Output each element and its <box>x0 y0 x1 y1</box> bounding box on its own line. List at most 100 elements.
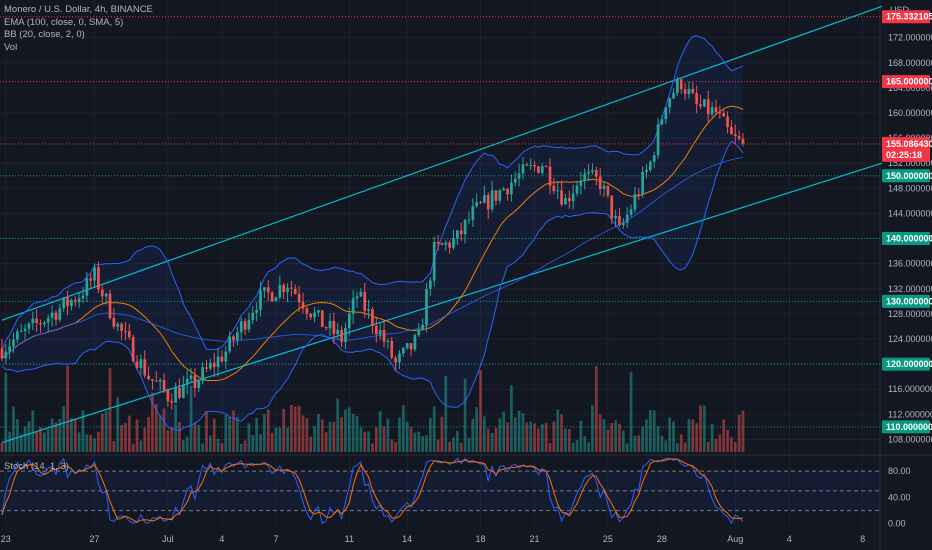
level-tag: 175.332105 <box>886 12 932 22</box>
candle-body <box>683 89 687 94</box>
volume-bar <box>324 432 328 452</box>
price-tick-label: 136.000000 <box>888 259 932 269</box>
volume-bar <box>108 368 112 452</box>
volume-bar <box>143 427 147 452</box>
volume-bar <box>73 418 77 452</box>
candle-body <box>205 367 208 369</box>
volume-bar <box>43 432 46 452</box>
level-tag: 130.000000 <box>886 296 932 306</box>
candle-body <box>641 171 644 195</box>
candle-body <box>347 313 351 329</box>
candle-body <box>664 107 668 120</box>
price-tick-label: 112.000000 <box>888 409 932 419</box>
volume-bar <box>212 418 216 452</box>
candle-body <box>16 331 19 340</box>
volume-bar <box>286 427 289 452</box>
level-tag-bg <box>882 10 930 24</box>
candle-body <box>209 362 212 369</box>
stoch-tick-label: 40.00 <box>888 492 911 502</box>
volume-bar <box>170 427 174 452</box>
volume-bar <box>483 416 486 452</box>
volume-bar <box>621 430 625 452</box>
volume-bar <box>162 408 166 452</box>
volume-bar <box>332 421 336 452</box>
candle-body <box>66 297 69 307</box>
candle-body <box>471 206 475 220</box>
candle-body <box>104 293 108 297</box>
candle-body <box>23 328 27 331</box>
candle-body <box>714 107 718 113</box>
candle-body <box>633 194 637 210</box>
volume-bar <box>39 427 42 452</box>
legend-vol[interactable]: Vol <box>4 41 18 53</box>
candle-body <box>706 99 710 115</box>
candle-body <box>401 348 405 354</box>
candle-body <box>8 346 11 352</box>
candle-body <box>43 322 46 325</box>
level-tag-bg <box>882 232 930 246</box>
volume-bar <box>594 366 598 452</box>
candle-body <box>77 298 81 303</box>
volume-bar <box>124 423 127 452</box>
candle-body <box>131 337 135 362</box>
volume-bar <box>668 417 671 452</box>
candle-body <box>297 293 301 303</box>
time-tick-label: 14 <box>402 534 412 544</box>
candle-body <box>429 280 432 289</box>
candle-body <box>147 375 150 380</box>
legend-bb[interactable]: BB (20, close, 2, 0) <box>4 29 85 40</box>
candle-body <box>529 164 533 166</box>
volume-bar <box>189 385 193 452</box>
candle-body <box>189 375 193 379</box>
candle-body <box>251 312 255 320</box>
volume-bar <box>378 411 382 452</box>
candle-body <box>46 317 50 323</box>
legend-ema[interactable]: EMA (100, close, 0, SMA, 5) <box>4 16 124 28</box>
volume-bar <box>401 405 405 452</box>
level-tag: 165.000000 <box>886 77 932 87</box>
volume-bar <box>625 443 629 452</box>
candlesticks <box>0 76 745 410</box>
volume-bar <box>201 443 204 452</box>
candle-body <box>730 127 733 135</box>
level-tag: 120.000000 <box>886 359 932 369</box>
stoch-tick-label: 80.00 <box>888 466 911 476</box>
volume-bar <box>695 423 699 452</box>
legend-symbol[interactable]: Monero / U.S. Dollar, 4h, BINANCE <box>4 4 153 15</box>
volume-bar <box>135 419 139 452</box>
volume-bar <box>178 421 181 452</box>
price-tick-label: 168.000000 <box>888 58 932 68</box>
volume-bar <box>529 421 533 452</box>
volume-bar <box>552 421 556 452</box>
volume-bar <box>251 435 255 452</box>
candle-body <box>425 288 428 325</box>
candle-body <box>139 359 143 368</box>
candle-body <box>556 190 560 192</box>
stoch-band-fill <box>0 471 880 511</box>
candle-body <box>575 185 579 194</box>
stoch-legend[interactable]: Stoch (14, 1, 3) <box>4 461 69 472</box>
volume-bar <box>89 435 93 452</box>
volume-bar <box>560 414 563 452</box>
volume-bar <box>31 410 35 452</box>
volume-bar <box>313 426 316 452</box>
volume-bar <box>320 419 324 452</box>
candle-body <box>494 190 498 201</box>
candle-body <box>363 291 367 311</box>
time-axis[interactable]: 23 27 Jul 4 7 11 14 18 21 25 28 Aug 4 8 <box>1 534 865 544</box>
candle-body <box>432 241 436 281</box>
volume-bar <box>100 413 104 452</box>
volume-bar <box>239 443 243 452</box>
volume-bar <box>598 414 602 452</box>
volume-bar <box>471 418 475 452</box>
volume-bar <box>656 426 660 452</box>
volume-bar <box>8 431 11 452</box>
candle-body <box>228 336 231 352</box>
price-tick-label: 160.000000 <box>888 108 932 118</box>
volume-bar <box>444 375 448 452</box>
volume-bar <box>579 420 583 452</box>
candle-body <box>436 241 440 244</box>
volume-bar <box>35 431 39 452</box>
volume-bar <box>359 427 363 452</box>
